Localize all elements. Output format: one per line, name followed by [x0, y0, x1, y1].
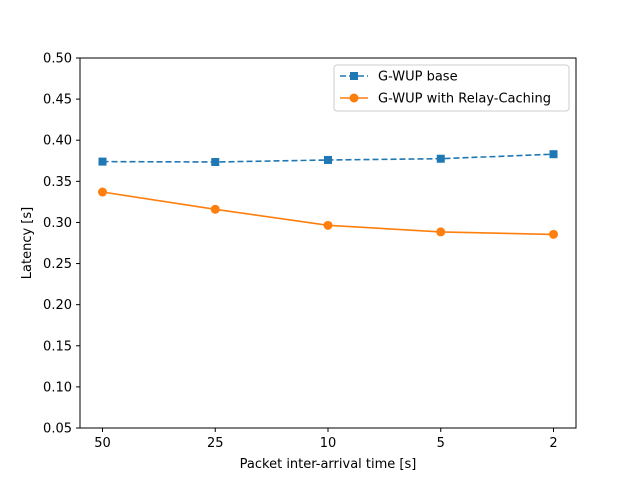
x-axis-label: Packet inter-arrival time [s]	[240, 457, 417, 472]
series-layer	[98, 150, 558, 239]
y-tick-label: 0.05	[43, 422, 72, 437]
legend-frame	[333, 64, 570, 112]
y-axis-label: Latency [s]	[20, 207, 35, 279]
legend-entry: G-WUP base	[340, 70, 458, 85]
legend-marker	[350, 72, 358, 80]
series-2	[98, 187, 558, 239]
y-tick-label: 0.25	[43, 257, 72, 272]
x-tick-label: 5	[437, 436, 445, 451]
y-tick-label: 0.45	[43, 93, 72, 108]
data-point	[210, 204, 220, 214]
legend-label: G-WUP base	[378, 70, 458, 85]
data-point	[436, 227, 446, 237]
legend: G-WUP base G-WUP with Relay-Caching	[333, 64, 570, 112]
legend-entry: G-WUP with Relay-Caching	[340, 92, 551, 107]
y-tick-label: 0.40	[43, 134, 72, 149]
y-tick-label: 0.10	[43, 380, 72, 395]
y-tick-label: 0.35	[43, 175, 72, 190]
x-tick-label: 2	[549, 436, 557, 451]
x-tick-label: 50	[94, 436, 111, 451]
y-tick-label: 0.50	[43, 52, 72, 67]
ticks-layer: 50 25 10 5 2 0.05 0.10 0.15 0.20 0.25 0.30 0.35 0.40…	[43, 52, 558, 452]
y-tick-label: 0.15	[43, 339, 72, 354]
plot-background	[80, 58, 576, 428]
x-tick-label: 25	[207, 436, 224, 451]
legend-label: G-WUP with Relay-Caching	[378, 92, 551, 107]
data-point	[549, 229, 558, 239]
data-point	[98, 157, 107, 166]
y-tick-label: 0.20	[43, 298, 72, 313]
y-tick-label: 0.30	[43, 216, 72, 231]
data-point	[98, 187, 107, 197]
data-point	[324, 155, 332, 164]
series-1	[98, 150, 558, 167]
data-point	[323, 220, 333, 230]
data-point	[436, 154, 445, 163]
x-tick-label: 10	[320, 436, 337, 451]
data-point	[211, 158, 220, 167]
data-point	[549, 150, 558, 159]
legend-marker	[349, 93, 359, 103]
